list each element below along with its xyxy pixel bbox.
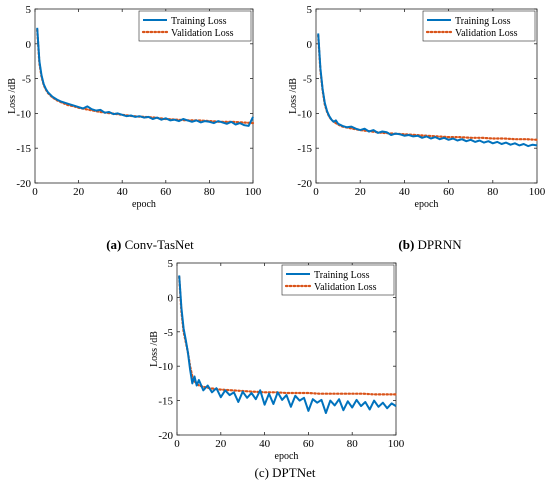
legend xyxy=(281,264,395,296)
series-line-training-loss xyxy=(317,33,538,148)
y-tick-label: 0 xyxy=(168,292,174,304)
x-tick-label: 40 xyxy=(117,186,129,198)
caption-b-label: (b) xyxy=(398,237,415,252)
caption-c-text: DPTNet xyxy=(272,465,316,480)
x-axis-label: epoch xyxy=(275,451,299,462)
legend-label: Validation Loss xyxy=(455,28,518,39)
x-tick-label: 80 xyxy=(347,438,359,450)
x-tick-label: 60 xyxy=(160,186,172,198)
x-tick-label: 0 xyxy=(174,438,180,450)
x-tick-label: 20 xyxy=(355,186,367,198)
y-tick-label: 0 xyxy=(307,39,313,51)
x-tick-label: 0 xyxy=(313,186,319,198)
chart-panel-1: 0 20 40 60 80 100 5 0 -5 -10 -15 -20 epoch Loss /dB Tr… xyxy=(288,4,546,210)
y-tick-label: 0 xyxy=(26,39,32,51)
x-tick-label: 100 xyxy=(388,438,405,450)
x-tick-label: 100 xyxy=(529,186,546,198)
y-tick-label: 5 xyxy=(168,258,174,270)
caption-a-label: (a) xyxy=(106,237,122,252)
legend-label: Training Loss xyxy=(455,16,511,27)
legend-label: Validation Loss xyxy=(171,28,234,39)
y-tick-label: -15 xyxy=(297,143,312,155)
y-tick-label: 5 xyxy=(26,4,32,16)
caption-a-text: Conv-TasNet xyxy=(124,237,194,252)
x-tick-label: 40 xyxy=(259,438,271,450)
y-tick-label: -10 xyxy=(16,108,31,120)
y-tick-label: -5 xyxy=(303,74,313,86)
legend xyxy=(138,10,252,42)
x-tick-label: 20 xyxy=(215,438,227,450)
caption-c: (c) DPTNet xyxy=(240,465,330,481)
legend-label: Training Loss xyxy=(171,16,227,27)
y-tick-label: -5 xyxy=(164,327,174,339)
caption-b: (b) DPRNN xyxy=(385,237,475,253)
series-line-training-loss xyxy=(178,275,397,414)
caption-c-label: (c) xyxy=(254,465,269,480)
x-tick-label: 80 xyxy=(204,186,216,198)
y-tick-label: -20 xyxy=(297,178,312,190)
y-tick-label: -15 xyxy=(16,143,31,155)
x-axis-label: epoch xyxy=(132,199,156,210)
x-tick-label: 60 xyxy=(303,438,315,450)
chart-panel-0: 0 20 40 60 80 100 5 0 -5 -10 -15 -20 epoch Loss /dB Tr… xyxy=(7,4,262,210)
x-tick-label: 40 xyxy=(399,186,411,198)
x-tick-label: 20 xyxy=(73,186,85,198)
y-axis-label: Loss /dB xyxy=(7,78,18,114)
y-tick-label: -10 xyxy=(158,361,173,373)
legend-label: Validation Loss xyxy=(314,282,377,293)
x-tick-label: 100 xyxy=(245,186,262,198)
legend xyxy=(422,10,536,42)
chart-panel-2: 0 20 40 60 80 100 5 0 -5 -10 -15 -20 epoch Loss /dB Tr… xyxy=(149,258,405,462)
y-tick-label: -5 xyxy=(22,74,32,86)
y-tick-label: -10 xyxy=(297,108,312,120)
legend-label: Training Loss xyxy=(314,270,370,281)
y-tick-label: -20 xyxy=(16,178,31,190)
y-tick-label: -15 xyxy=(158,396,173,408)
x-tick-label: 0 xyxy=(32,186,38,198)
caption-a: (a) Conv-TasNet xyxy=(105,237,195,253)
series-line-training-loss xyxy=(36,27,254,127)
y-axis-label: Loss /dB xyxy=(288,78,299,114)
x-tick-label: 80 xyxy=(487,186,499,198)
y-tick-label: -20 xyxy=(158,430,173,442)
caption-b-text: DPRNN xyxy=(417,237,462,252)
y-tick-label: 5 xyxy=(307,4,313,16)
y-axis-label: Loss /dB xyxy=(149,331,160,367)
x-axis-label: epoch xyxy=(415,199,439,210)
x-tick-label: 60 xyxy=(443,186,455,198)
